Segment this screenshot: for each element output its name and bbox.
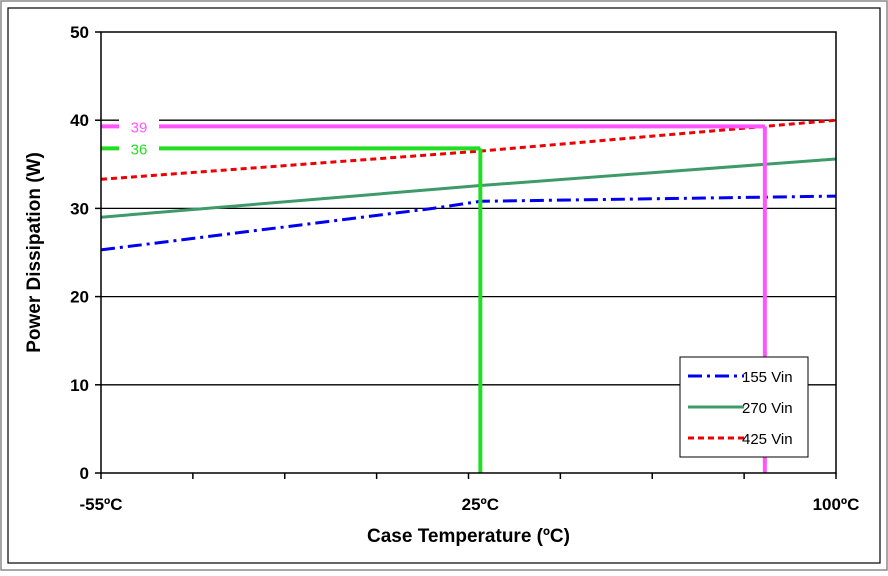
annotation-tag-label: 39 (131, 119, 148, 136)
y-tick-label: 10 (70, 376, 89, 395)
y-tick-label: 50 (70, 23, 89, 42)
y-tick-label: 30 (70, 199, 89, 218)
x-tick-label: -55ºC (79, 495, 122, 514)
annotation-tag-background (119, 138, 159, 159)
annotation-tag-label: 36 (131, 141, 148, 158)
y-tick-label: 20 (70, 288, 89, 307)
legend-label: 425 Vin (742, 431, 793, 448)
annotation-tag-background (119, 116, 159, 137)
axis-ticks (95, 31, 837, 479)
legend: 155 Vin 270 Vin 425 Vin (679, 356, 809, 458)
legend-label: 270 Vin (742, 400, 793, 417)
y-tick-label: 0 (80, 464, 89, 483)
axis-tick-labels: 0 10 20 30 40 50 -55ºC 25ºC 100ºC (70, 23, 859, 514)
chart-area-border (7, 7, 881, 564)
series-line (100, 194, 837, 252)
x-axis-title: Case Temperature (ºC) (367, 526, 570, 547)
x-tick-label: 100ºC (813, 495, 860, 514)
y-tick-label: 40 (70, 111, 89, 130)
y-axis-title: Power Dissipation (W) (24, 152, 45, 353)
x-tick-label: 25ºC (462, 495, 499, 514)
legend-label: 155 Vin (742, 369, 793, 386)
